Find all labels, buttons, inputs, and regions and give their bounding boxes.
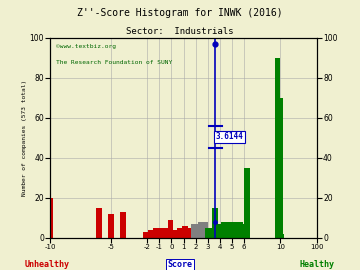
Bar (48, 198, 53, 238)
Bar (96, 208, 102, 238)
Text: The Research Foundation of SUNY: The Research Foundation of SUNY (56, 60, 172, 65)
Bar (234, 224, 240, 238)
Bar (172, 230, 178, 238)
Bar (177, 228, 183, 238)
Bar (278, 234, 284, 238)
Text: ©www.textbiz.org: ©www.textbiz.org (56, 44, 116, 49)
Bar (225, 222, 230, 238)
Bar (48, 228, 53, 238)
Bar (153, 228, 158, 238)
Bar (187, 228, 192, 238)
Text: Sector:  Industrials: Sector: Industrials (126, 27, 234, 36)
Bar (216, 228, 221, 238)
Bar (220, 224, 225, 238)
Bar (230, 224, 236, 238)
Bar (275, 58, 280, 238)
Bar (221, 222, 227, 238)
Bar (158, 228, 163, 238)
Bar (143, 232, 149, 238)
Bar (211, 228, 216, 238)
Bar (218, 224, 223, 238)
Bar (236, 224, 242, 238)
Bar (202, 222, 207, 238)
Bar (108, 214, 114, 238)
Bar (227, 222, 232, 238)
Text: Z''-Score Histogram for INWK (2016): Z''-Score Histogram for INWK (2016) (77, 8, 283, 18)
Bar (223, 224, 229, 238)
Bar (148, 230, 154, 238)
Bar (238, 222, 243, 238)
Bar (163, 228, 168, 238)
Bar (244, 168, 249, 238)
Text: Score: Score (167, 260, 193, 269)
Bar (205, 228, 211, 238)
Bar (198, 222, 204, 238)
Bar (48, 218, 53, 238)
Bar (232, 222, 238, 238)
Bar (212, 208, 218, 238)
Text: Unhealthy: Unhealthy (24, 260, 69, 269)
Bar (278, 98, 283, 238)
Bar (167, 220, 173, 238)
Bar (120, 212, 126, 238)
Bar (191, 224, 197, 238)
Bar (207, 228, 212, 238)
Text: 3.6144: 3.6144 (216, 132, 244, 141)
Bar (240, 224, 245, 238)
Y-axis label: Number of companies (573 total): Number of companies (573 total) (22, 80, 27, 196)
Bar (195, 224, 200, 238)
Bar (182, 226, 188, 238)
Bar (229, 224, 234, 238)
Bar (209, 228, 214, 238)
Text: Healthy: Healthy (299, 260, 334, 269)
Bar (214, 228, 220, 238)
